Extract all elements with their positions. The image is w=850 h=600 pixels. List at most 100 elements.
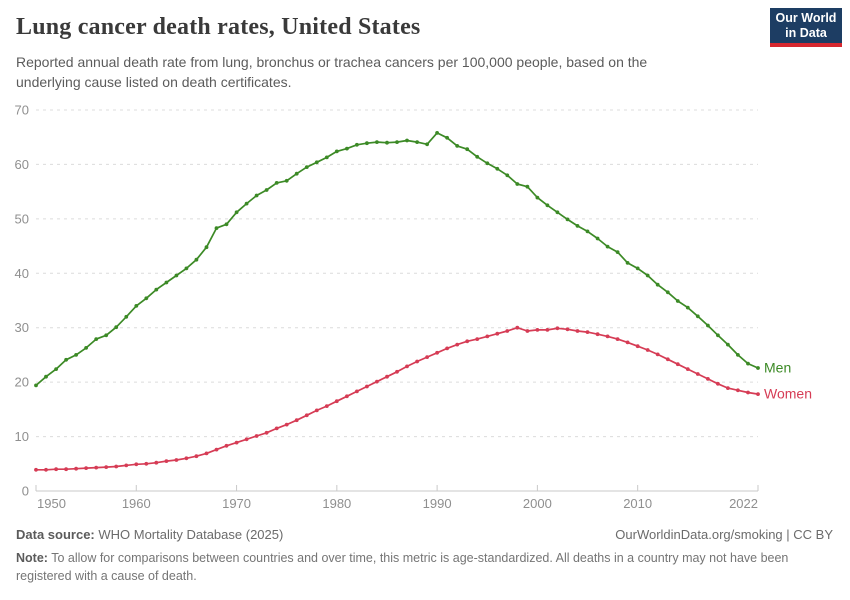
point-women-1979[interactable]	[324, 404, 329, 408]
point-women-1994[interactable]	[475, 337, 480, 341]
point-women-1982[interactable]	[355, 389, 359, 394]
point-women-1976[interactable]	[294, 418, 299, 423]
point-women-1971[interactable]	[244, 437, 249, 442]
point-men-1972[interactable]	[254, 193, 259, 198]
point-women-1970[interactable]	[234, 440, 239, 445]
point-women-1987[interactable]	[405, 364, 409, 369]
owid-logo[interactable]: Our World in Data	[770, 8, 842, 47]
point-women-2007[interactable]	[605, 334, 610, 339]
point-men-1998[interactable]	[515, 182, 520, 186]
point-men-2016[interactable]	[695, 314, 700, 319]
point-men-1952[interactable]	[54, 367, 58, 371]
point-women-1975[interactable]	[284, 422, 289, 427]
point-men-1992[interactable]	[455, 144, 460, 148]
point-women-1952[interactable]	[54, 467, 58, 472]
point-women-2006[interactable]	[595, 332, 600, 337]
point-men-1976[interactable]	[294, 171, 299, 176]
point-men-1966[interactable]	[194, 257, 199, 262]
point-women-2012[interactable]	[655, 352, 660, 357]
point-women-1992[interactable]	[455, 342, 460, 347]
point-women-1953[interactable]	[64, 467, 68, 472]
point-men-2003[interactable]	[565, 217, 570, 222]
point-women-1954[interactable]	[74, 466, 78, 471]
point-men-1950[interactable]	[34, 383, 38, 388]
point-women-2004[interactable]	[575, 329, 580, 333]
point-men-1991[interactable]	[445, 135, 449, 140]
point-women-1988[interactable]	[415, 359, 419, 364]
point-women-2014[interactable]	[675, 362, 680, 367]
point-men-1957[interactable]	[104, 333, 109, 338]
point-women-1950[interactable]	[34, 467, 38, 472]
point-women-1995[interactable]	[485, 334, 490, 339]
point-men-1964[interactable]	[174, 273, 179, 278]
series-label-women[interactable]: Women	[764, 386, 812, 402]
point-men-2021[interactable]	[746, 361, 750, 366]
point-men-1983[interactable]	[365, 141, 369, 146]
point-men-2007[interactable]	[605, 244, 610, 249]
point-men-1960[interactable]	[134, 304, 139, 308]
point-men-2008[interactable]	[615, 250, 620, 255]
point-women-1959[interactable]	[124, 463, 129, 468]
point-men-1977[interactable]	[304, 165, 309, 170]
point-men-2000[interactable]	[535, 195, 540, 200]
point-women-2002[interactable]	[555, 326, 560, 331]
point-men-1981[interactable]	[345, 146, 349, 151]
point-men-1955[interactable]	[84, 346, 88, 350]
point-men-1963[interactable]	[164, 280, 169, 285]
point-women-1983[interactable]	[365, 384, 369, 389]
point-women-1998[interactable]	[515, 325, 520, 330]
point-women-1966[interactable]	[194, 454, 199, 459]
point-men-1967[interactable]	[204, 245, 209, 250]
point-men-1988[interactable]	[415, 140, 419, 145]
point-women-1957[interactable]	[104, 465, 109, 469]
point-men-1986[interactable]	[395, 140, 399, 145]
point-men-1969[interactable]	[224, 222, 229, 227]
point-women-1984[interactable]	[375, 379, 379, 384]
point-men-2019[interactable]	[726, 342, 730, 347]
point-men-1985[interactable]	[385, 140, 389, 145]
point-women-2015[interactable]	[685, 367, 690, 371]
point-men-1996[interactable]	[495, 166, 500, 171]
series-label-men[interactable]: Men	[764, 359, 791, 375]
point-women-1981[interactable]	[345, 394, 349, 399]
point-women-1969[interactable]	[224, 443, 229, 448]
point-men-1959[interactable]	[124, 314, 129, 319]
point-women-2020[interactable]	[736, 388, 740, 393]
point-men-1997[interactable]	[505, 173, 510, 178]
point-men-1982[interactable]	[355, 142, 359, 147]
point-men-1990[interactable]	[435, 131, 439, 135]
series-line-men[interactable]	[35, 132, 759, 387]
point-men-2006[interactable]	[595, 236, 600, 241]
point-men-1987[interactable]	[405, 138, 409, 143]
point-men-1951[interactable]	[44, 374, 48, 379]
point-men-1984[interactable]	[375, 140, 379, 145]
point-men-1994[interactable]	[475, 154, 480, 159]
point-men-1965[interactable]	[184, 266, 189, 271]
point-men-2020[interactable]	[736, 353, 740, 357]
point-women-2010[interactable]	[635, 344, 640, 349]
point-women-1985[interactable]	[385, 374, 389, 379]
point-women-2000[interactable]	[535, 328, 540, 332]
point-women-1960[interactable]	[134, 462, 139, 467]
point-women-1967[interactable]	[204, 451, 209, 456]
point-women-2017[interactable]	[706, 377, 710, 381]
point-women-1958[interactable]	[114, 464, 119, 469]
point-men-1989[interactable]	[425, 142, 429, 147]
point-men-1953[interactable]	[64, 357, 68, 362]
point-women-2021[interactable]	[746, 390, 750, 395]
point-women-1996[interactable]	[495, 331, 500, 336]
series-line-women[interactable]	[36, 326, 759, 471]
point-men-2009[interactable]	[625, 261, 630, 265]
point-men-2010[interactable]	[635, 266, 640, 271]
point-men-1958[interactable]	[114, 325, 119, 330]
point-women-1978[interactable]	[314, 408, 319, 413]
point-women-2008[interactable]	[615, 337, 620, 341]
point-men-1993[interactable]	[465, 147, 470, 152]
point-men-2018[interactable]	[716, 333, 720, 338]
point-men-1979[interactable]	[324, 155, 329, 160]
point-men-1995[interactable]	[485, 161, 490, 166]
point-men-1968[interactable]	[214, 226, 219, 231]
point-men-2004[interactable]	[575, 224, 580, 228]
point-women-1955[interactable]	[84, 466, 88, 470]
owid-license-link[interactable]: OurWorldinData.org/smoking | CC BY	[615, 527, 833, 542]
